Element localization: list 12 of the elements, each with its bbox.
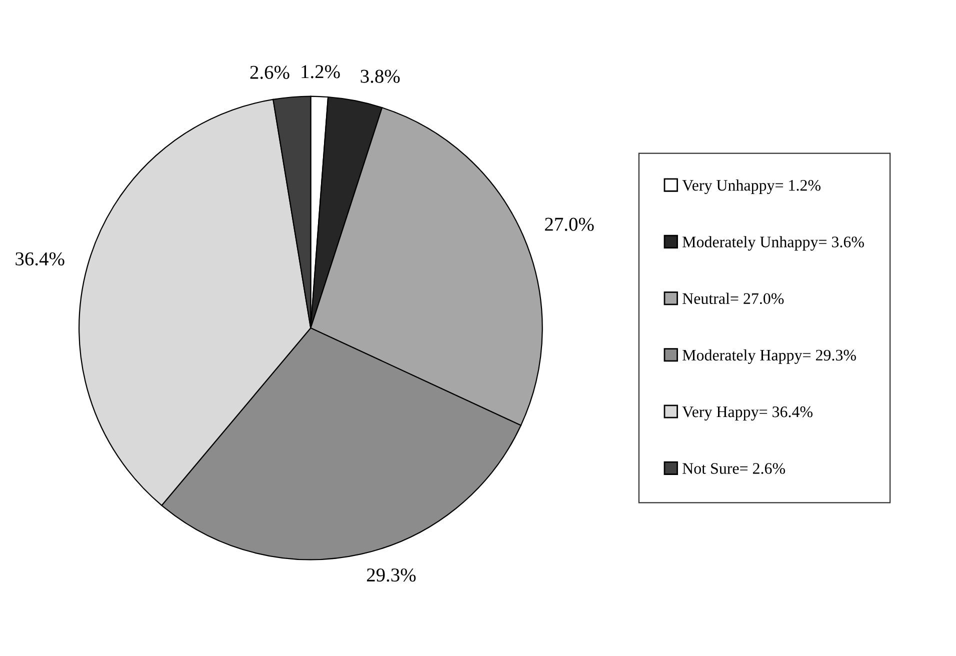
data-label: 3.8% <box>360 70 400 83</box>
data-label: 36.4% <box>16 252 64 266</box>
data-label: 2.6% <box>250 66 290 79</box>
legend-label: Moderately Unhappy= 3.6% <box>682 236 864 251</box>
legend-label: Moderately Happy= 29.3% <box>682 349 856 364</box>
legend-label: Neutral= 27.0% <box>682 292 784 304</box>
data-label: 1.2% <box>302 65 340 78</box>
legend-label: Very Unhappy= 1.2% <box>682 179 820 194</box>
legend-label: Very Happy= 36.4% <box>682 406 813 421</box>
legend-label: Not Sure= 2.6% <box>682 463 786 474</box>
data-label: 27.0% <box>545 218 594 231</box>
data-label: 29.3% <box>366 568 416 582</box>
